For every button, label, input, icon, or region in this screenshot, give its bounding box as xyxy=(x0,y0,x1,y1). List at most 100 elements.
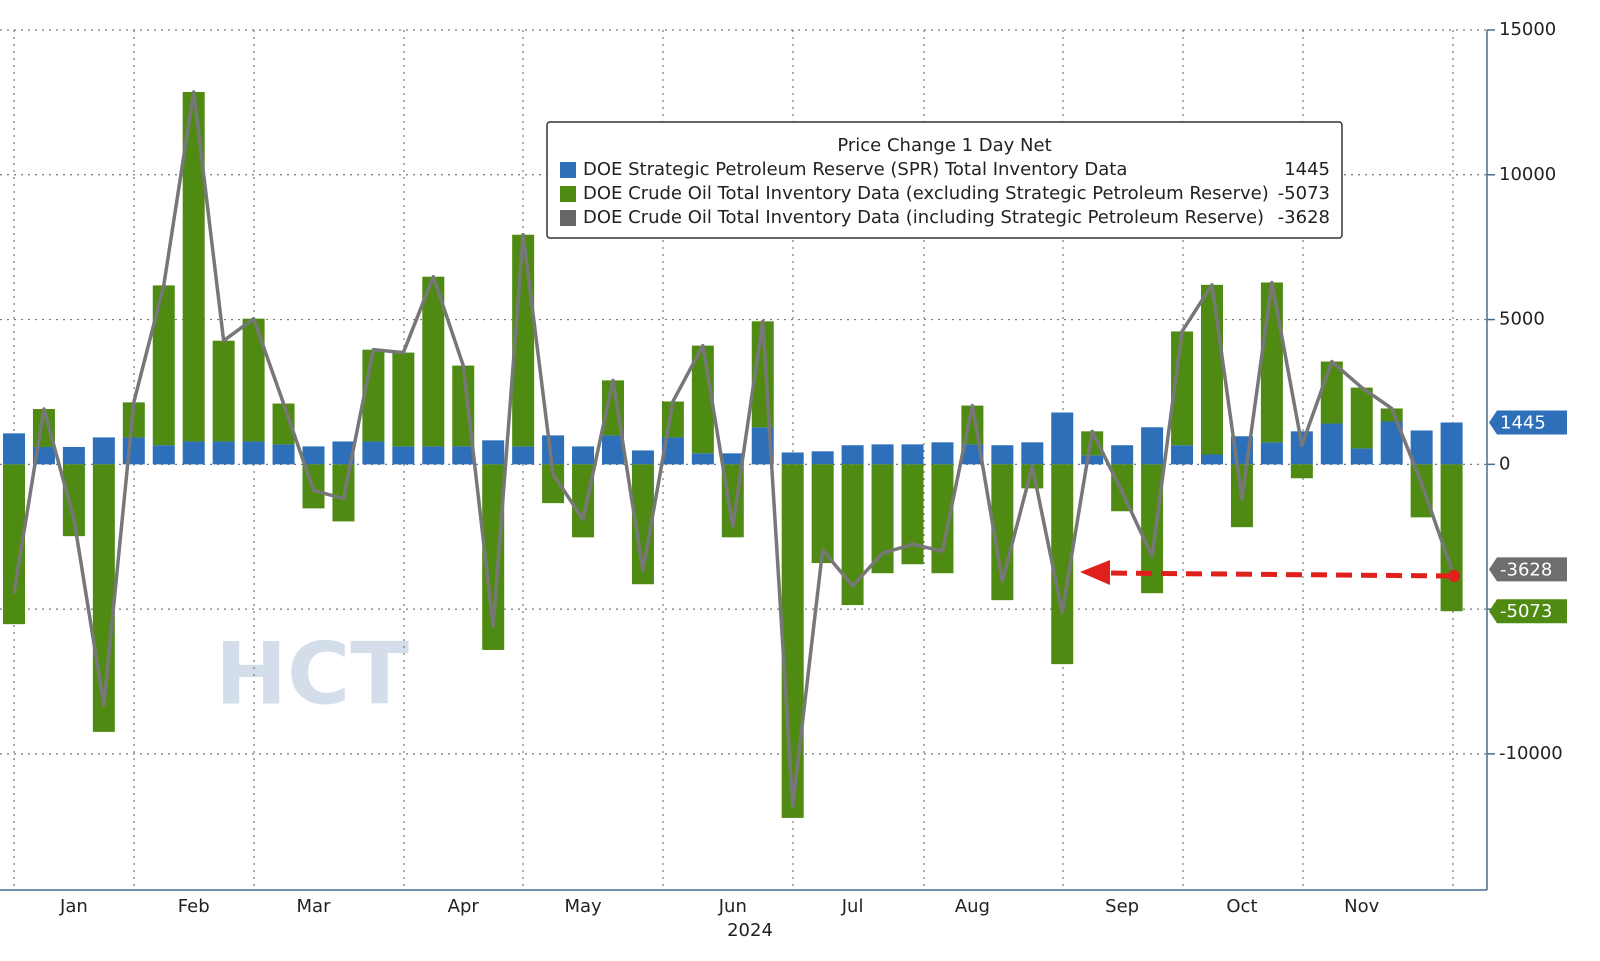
bar xyxy=(1021,442,1044,465)
value-tag-label: -3628 xyxy=(1500,559,1552,580)
value-tag-label: 1445 xyxy=(1500,413,1546,434)
bar xyxy=(362,441,385,465)
bar xyxy=(242,318,265,442)
bar xyxy=(1081,455,1104,465)
x-tick-label: Aug xyxy=(955,896,990,917)
value-tag xyxy=(1489,410,1567,435)
bar xyxy=(542,435,565,465)
bar xyxy=(1290,431,1313,465)
bar xyxy=(1320,423,1343,465)
bar xyxy=(781,464,804,818)
bar xyxy=(422,276,445,447)
bar xyxy=(182,91,205,442)
x-tick-label: Apr xyxy=(448,896,480,917)
bar xyxy=(392,446,415,465)
bar xyxy=(841,464,864,606)
bar xyxy=(152,445,175,465)
line xyxy=(12,90,1454,808)
bar xyxy=(302,446,325,465)
bar xyxy=(212,340,235,442)
legend-label: DOE Crude Oil Total Inventory Data (incl… xyxy=(583,207,1264,228)
bar xyxy=(871,444,894,465)
bar xyxy=(482,440,505,465)
legend-title: Price Change 1 Day Net xyxy=(837,135,1051,156)
bar xyxy=(1081,431,1104,456)
bar xyxy=(62,446,85,465)
legend-swatch xyxy=(560,162,576,178)
bar xyxy=(1350,387,1373,449)
bar xyxy=(1260,442,1283,465)
bar xyxy=(1111,464,1134,512)
legend-label: DOE Crude Oil Total Inventory Data (excl… xyxy=(583,183,1269,204)
bar xyxy=(572,446,595,465)
bar xyxy=(961,444,984,465)
bar xyxy=(332,441,355,465)
x-tick-label: Mar xyxy=(297,896,332,917)
bar xyxy=(1171,445,1194,465)
bar xyxy=(452,446,475,465)
bar xyxy=(691,453,714,465)
bar xyxy=(991,445,1014,465)
bar xyxy=(1320,361,1343,424)
y-tick-label: 10000 xyxy=(1499,164,1556,185)
bar xyxy=(931,464,954,574)
bar xyxy=(122,437,145,465)
x-tick-label: Feb xyxy=(178,896,210,917)
bar xyxy=(92,437,115,465)
x-tick-label: Sep xyxy=(1105,896,1139,917)
bar xyxy=(422,446,445,465)
bar xyxy=(1290,464,1313,479)
bar xyxy=(182,441,205,465)
bar xyxy=(661,437,684,465)
legend-swatch xyxy=(560,186,576,202)
bar xyxy=(721,453,744,465)
legend-value: 1445 xyxy=(1284,159,1330,180)
value-tag xyxy=(1489,557,1567,582)
bar xyxy=(392,352,415,447)
bar xyxy=(272,444,295,465)
bar xyxy=(631,450,654,465)
bar xyxy=(602,435,624,465)
value-tag xyxy=(1489,599,1567,624)
legend-box xyxy=(546,121,1343,239)
value-tag-label: -5073 xyxy=(1500,601,1552,622)
x-axis-label: 2024 xyxy=(727,920,773,941)
bar xyxy=(1440,422,1463,465)
annotation-dot xyxy=(1448,570,1460,582)
bar xyxy=(1051,464,1074,665)
bar xyxy=(871,464,894,574)
bar xyxy=(1350,448,1373,465)
bar xyxy=(841,445,864,465)
x-tick-label: May xyxy=(564,896,602,917)
bar xyxy=(152,285,175,446)
bar xyxy=(811,451,834,465)
bar xyxy=(1111,445,1134,465)
bar xyxy=(212,441,235,465)
bar xyxy=(572,464,595,538)
bar xyxy=(1141,427,1164,465)
bar xyxy=(512,446,535,465)
bar xyxy=(62,464,85,537)
bar xyxy=(1201,284,1223,455)
y-tick-label: 5000 xyxy=(1499,309,1545,330)
bar xyxy=(1440,464,1463,612)
bar xyxy=(901,464,924,565)
bar xyxy=(542,464,565,504)
x-tick-label: Jul xyxy=(841,896,864,917)
bar xyxy=(3,464,25,625)
bar xyxy=(811,464,834,564)
y-tick-label: -10000 xyxy=(1499,743,1563,764)
legend-value: -3628 xyxy=(1278,207,1330,228)
legend-swatch xyxy=(560,210,576,226)
annotation-arrowhead xyxy=(1080,560,1110,585)
bar xyxy=(272,403,295,445)
x-tick-label: Jun xyxy=(718,896,747,917)
bar xyxy=(1141,464,1164,594)
y-tick-label: 15000 xyxy=(1499,19,1556,40)
x-tick-label: Nov xyxy=(1344,896,1379,917)
bar xyxy=(3,433,25,465)
x-tick-label: Jan xyxy=(59,896,88,917)
bar xyxy=(482,464,505,650)
annotation-arrow xyxy=(1104,570,1453,579)
